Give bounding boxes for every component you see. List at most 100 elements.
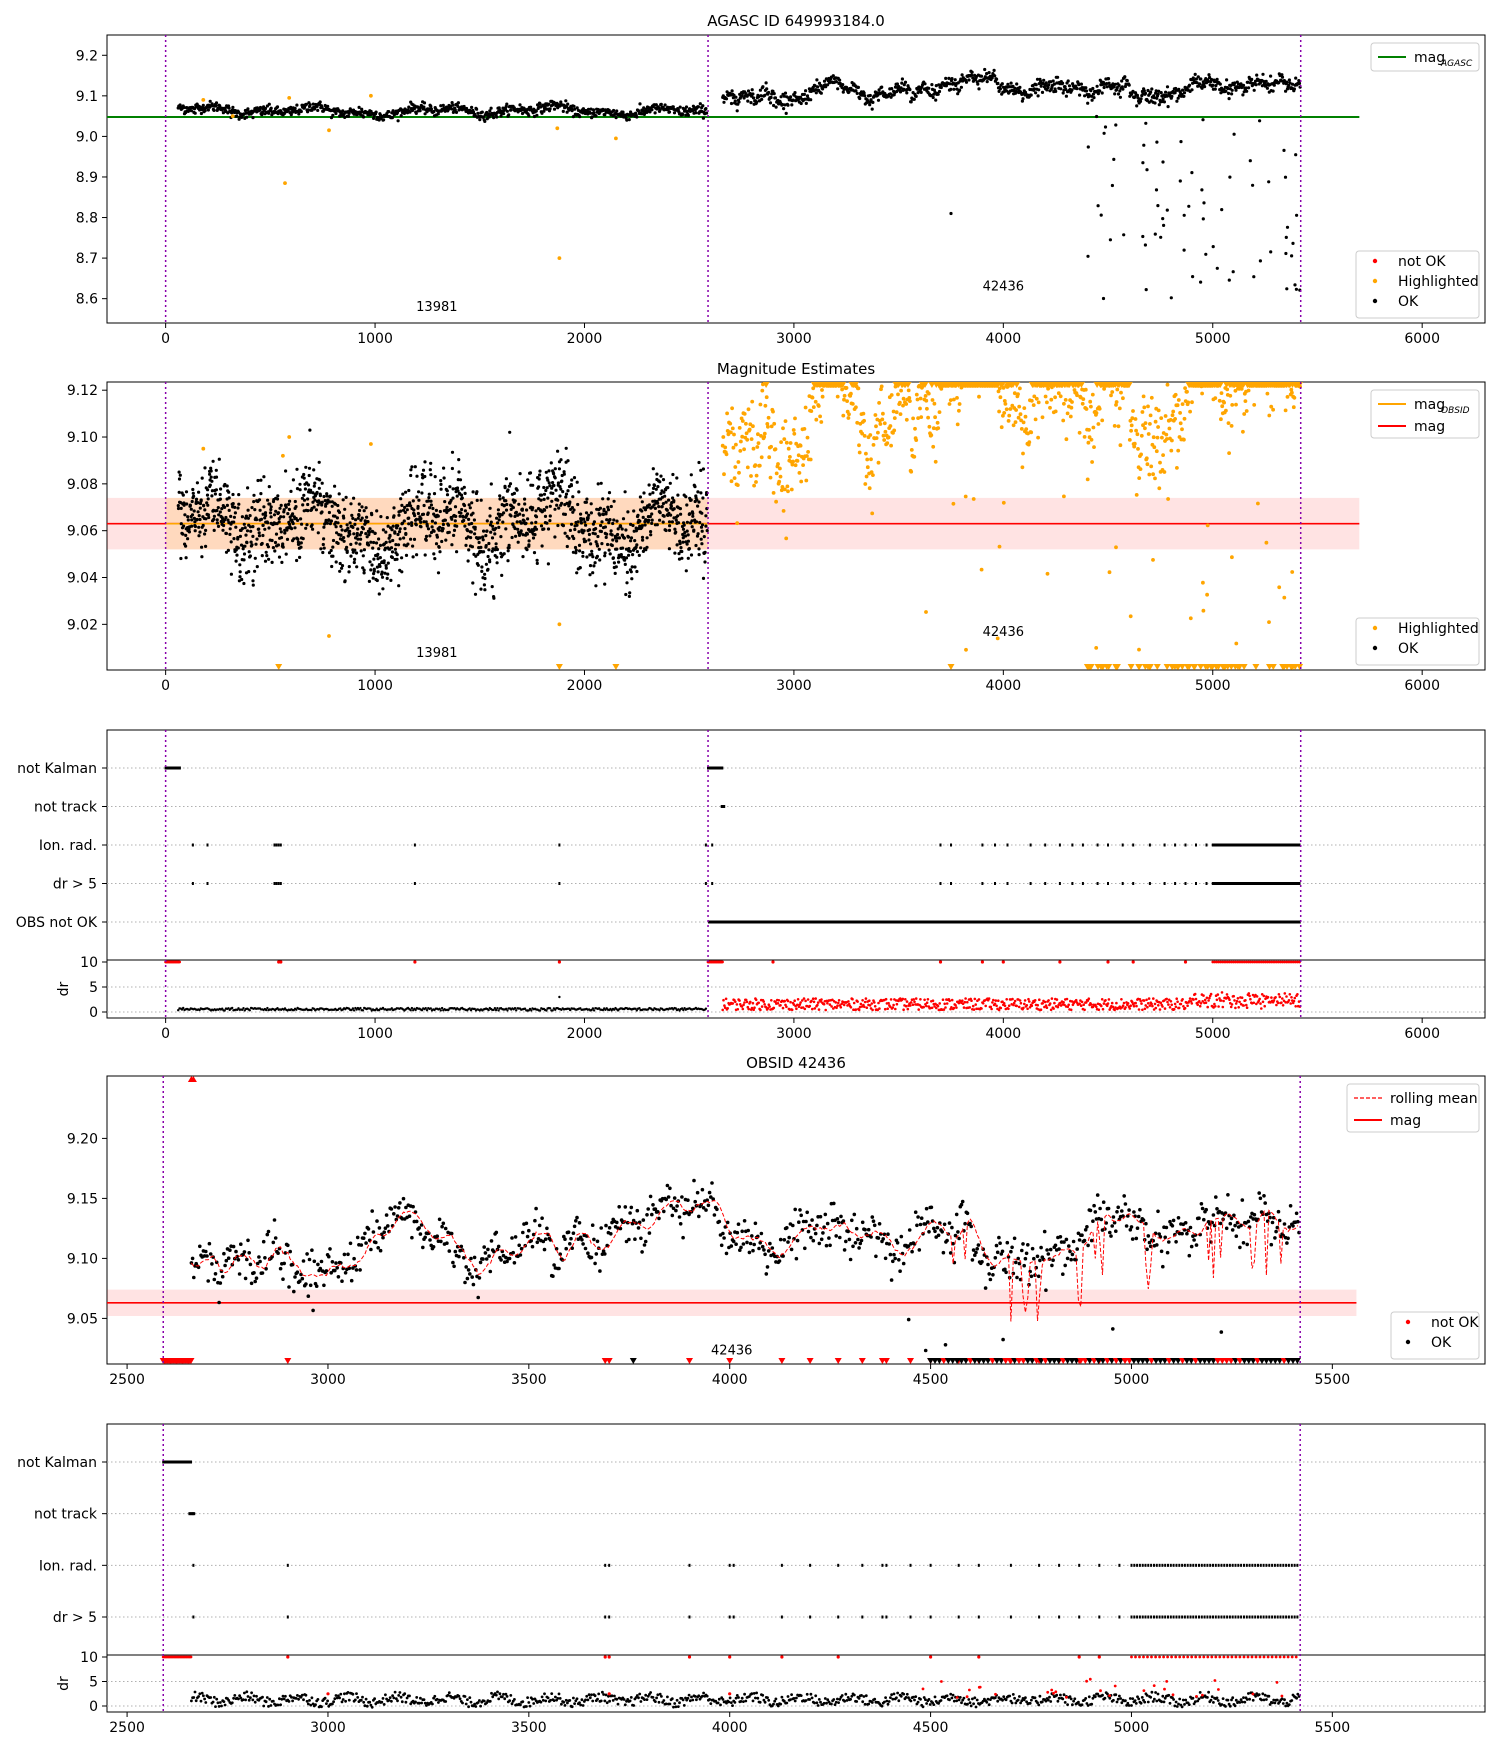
ok-point xyxy=(679,512,683,516)
highlighted-point xyxy=(1138,467,1143,471)
ok-point xyxy=(626,510,630,514)
highlighted-point xyxy=(1180,427,1184,432)
ok-point xyxy=(685,542,689,546)
x-tick-label: 1000 xyxy=(357,331,393,347)
highlighted-point xyxy=(1031,403,1036,407)
highlighted-point xyxy=(871,443,876,447)
ok-point xyxy=(700,511,704,515)
ok-point xyxy=(599,481,603,485)
ok-point xyxy=(903,80,908,84)
ok-point xyxy=(509,514,513,518)
highlighted-point xyxy=(749,474,753,478)
ok-point xyxy=(791,98,795,102)
ok-point xyxy=(1162,100,1166,104)
ok-point xyxy=(611,521,615,526)
ok-point xyxy=(658,510,662,515)
flag-mark xyxy=(939,843,942,847)
ok-point xyxy=(1269,74,1273,78)
highlighted-point xyxy=(1146,404,1150,409)
highlighted-point xyxy=(327,128,331,133)
ok-point xyxy=(196,510,200,514)
ok-point xyxy=(669,513,673,517)
highlighted-point xyxy=(1070,400,1074,404)
ok-point xyxy=(247,570,251,574)
ok-point xyxy=(259,517,264,521)
ok-point xyxy=(841,90,845,94)
ok-point xyxy=(257,498,262,502)
highlighted-point xyxy=(1018,386,1022,391)
ok-point xyxy=(201,523,205,528)
highlighted-point xyxy=(1201,580,1205,585)
highlighted-point xyxy=(1119,390,1123,395)
highlighted-point xyxy=(1012,391,1017,396)
legend-mag-agasc-subscript: AGASC xyxy=(1440,59,1473,69)
ok-point xyxy=(442,476,446,480)
highlighted-point xyxy=(1058,394,1063,399)
highlighted-point xyxy=(740,419,745,423)
ok-point xyxy=(337,510,342,514)
ok-point xyxy=(330,504,334,508)
ok-point xyxy=(267,526,271,530)
ok-point xyxy=(435,535,439,539)
ok-point xyxy=(1047,83,1051,87)
ok-point xyxy=(967,78,971,82)
ok-point xyxy=(937,89,942,94)
ok-point xyxy=(877,88,881,92)
ok-point xyxy=(406,542,410,546)
ok-point xyxy=(1169,296,1173,300)
ok-point xyxy=(581,550,585,555)
ok-point xyxy=(574,548,578,552)
ok-point xyxy=(212,108,216,112)
ok-point xyxy=(443,500,447,504)
ok-point xyxy=(603,551,607,555)
ok-point xyxy=(238,575,242,579)
ok-point xyxy=(393,547,397,551)
ok-point xyxy=(362,568,366,572)
ok-point xyxy=(1285,80,1289,84)
ok-point xyxy=(331,538,336,543)
ok-point xyxy=(1108,238,1112,242)
ok-point xyxy=(1254,83,1258,87)
highlighted-point xyxy=(1117,406,1122,411)
highlighted-point xyxy=(774,499,778,504)
ok-point xyxy=(218,492,222,497)
ok-point xyxy=(248,554,252,558)
ok-point xyxy=(1150,87,1154,91)
ok-point xyxy=(668,481,672,485)
ok-point xyxy=(211,459,215,463)
highlighted-point xyxy=(898,400,902,405)
ok-point xyxy=(1059,87,1063,91)
ok-point xyxy=(247,550,251,554)
highlighted-point xyxy=(1163,414,1168,418)
ok-point xyxy=(686,556,690,560)
x-tick-label: 5000 xyxy=(1195,331,1231,347)
ok-point xyxy=(257,531,261,535)
y-tick-label: 9.06 xyxy=(67,524,98,540)
highlighted-point xyxy=(892,416,897,420)
ok-point xyxy=(277,555,282,559)
ok-point xyxy=(316,108,320,112)
ok-point xyxy=(701,467,706,471)
ok-point xyxy=(480,110,484,114)
ok-point xyxy=(659,492,663,496)
highlighted-point xyxy=(1243,399,1248,403)
ok-point xyxy=(203,109,207,113)
ok-point xyxy=(581,554,585,558)
ok-point xyxy=(782,94,786,98)
ok-point xyxy=(368,530,372,534)
ok-point xyxy=(543,105,547,109)
ok-point xyxy=(1258,259,1262,263)
ok-point xyxy=(538,469,542,473)
ok-point xyxy=(553,535,557,539)
ok-point xyxy=(546,527,551,531)
ok-point xyxy=(749,101,753,105)
highlighted-point xyxy=(845,399,849,403)
ok-point xyxy=(650,521,654,526)
highlighted-point xyxy=(1140,410,1145,414)
ok-point xyxy=(282,508,286,512)
ok-point xyxy=(322,525,326,529)
ok-point xyxy=(1199,77,1203,81)
x-tick-label: 6000 xyxy=(1404,331,1440,347)
ok-point xyxy=(1000,82,1004,86)
ok-point xyxy=(1018,85,1022,89)
